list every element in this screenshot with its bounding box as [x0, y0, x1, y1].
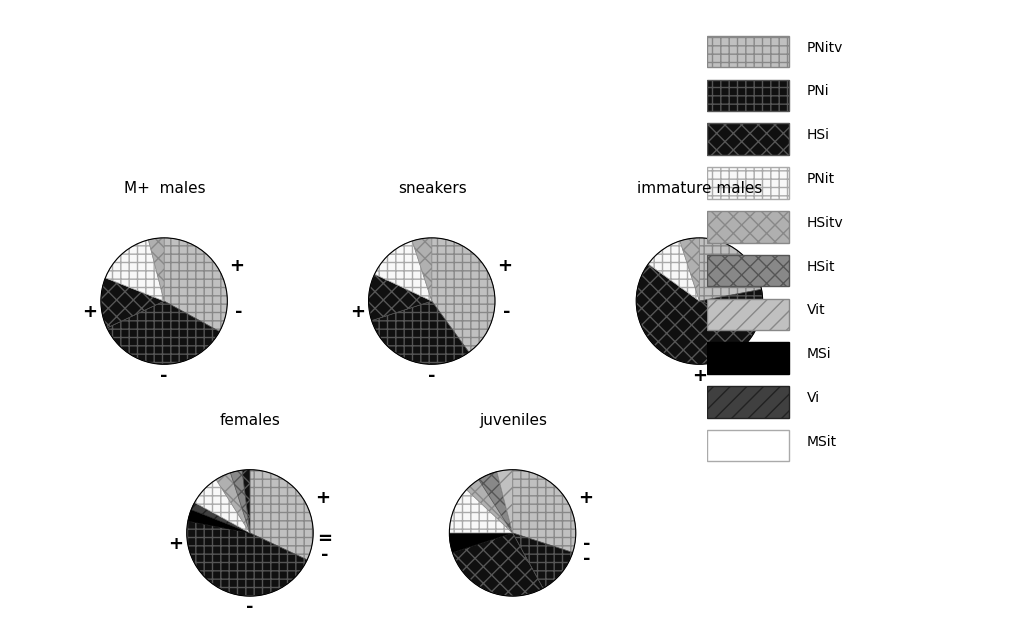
Bar: [707, 343, 789, 374]
Bar: [707, 299, 789, 330]
Wedge shape: [101, 278, 164, 328]
Wedge shape: [242, 469, 250, 533]
Bar: [707, 255, 789, 287]
Wedge shape: [700, 289, 763, 321]
Text: -: -: [246, 598, 254, 616]
Text: HSit: HSit: [807, 260, 835, 274]
Text: +: +: [578, 489, 593, 507]
Text: immature males: immature males: [637, 182, 763, 196]
Wedge shape: [195, 480, 250, 533]
Text: +: +: [497, 258, 512, 275]
Text: -: -: [321, 546, 328, 564]
Bar: [707, 36, 789, 68]
Wedge shape: [449, 489, 513, 533]
Wedge shape: [188, 509, 250, 533]
Text: -: -: [584, 551, 591, 569]
Text: HSitv: HSitv: [807, 216, 843, 230]
Text: Vit: Vit: [807, 303, 825, 317]
Bar: [707, 80, 789, 111]
Wedge shape: [497, 469, 513, 533]
Text: Vi: Vi: [807, 391, 820, 405]
Text: +: +: [229, 258, 244, 275]
Bar: [707, 386, 789, 418]
Wedge shape: [191, 502, 250, 533]
Wedge shape: [513, 469, 576, 553]
Wedge shape: [250, 469, 313, 560]
Text: -: -: [771, 303, 778, 321]
Wedge shape: [513, 533, 573, 589]
Wedge shape: [148, 238, 164, 301]
Text: -: -: [503, 303, 510, 321]
Bar: [707, 167, 789, 199]
Text: juveniles: juveniles: [479, 413, 547, 428]
Bar: [707, 430, 789, 462]
Bar: [707, 211, 789, 243]
Wedge shape: [107, 301, 219, 365]
Text: -: -: [161, 366, 168, 384]
Text: +: +: [692, 366, 707, 384]
Wedge shape: [432, 238, 495, 352]
Text: HSi: HSi: [807, 128, 829, 142]
Wedge shape: [105, 240, 164, 301]
Wedge shape: [216, 473, 250, 533]
Text: MSi: MSi: [807, 347, 831, 361]
Wedge shape: [372, 301, 469, 365]
Wedge shape: [187, 521, 307, 596]
Wedge shape: [412, 238, 432, 301]
Text: MSit: MSit: [807, 435, 836, 449]
Wedge shape: [636, 264, 760, 365]
Text: females: females: [220, 413, 281, 428]
Text: M+  males: M+ males: [124, 182, 205, 196]
Text: PNitv: PNitv: [807, 41, 843, 55]
Text: PNit: PNit: [807, 172, 834, 186]
Text: +: +: [315, 489, 330, 507]
Wedge shape: [467, 480, 513, 533]
Wedge shape: [648, 241, 700, 301]
Text: PNi: PNi: [807, 84, 829, 99]
Text: +: +: [82, 303, 97, 321]
Text: -: -: [428, 366, 435, 384]
Text: +: +: [765, 258, 780, 275]
Wedge shape: [369, 274, 432, 321]
Wedge shape: [164, 238, 227, 332]
Text: =: =: [317, 530, 332, 548]
Bar: [707, 124, 789, 155]
Wedge shape: [479, 471, 513, 533]
Text: -: -: [235, 303, 242, 321]
Text: +: +: [349, 303, 365, 321]
Wedge shape: [449, 533, 513, 553]
Wedge shape: [375, 241, 432, 301]
Wedge shape: [680, 238, 700, 301]
Wedge shape: [452, 533, 543, 596]
Text: +: +: [168, 535, 183, 553]
Wedge shape: [230, 470, 250, 533]
Wedge shape: [700, 238, 762, 301]
Text: sneakers: sneakers: [398, 182, 467, 196]
Text: -: -: [584, 535, 591, 553]
